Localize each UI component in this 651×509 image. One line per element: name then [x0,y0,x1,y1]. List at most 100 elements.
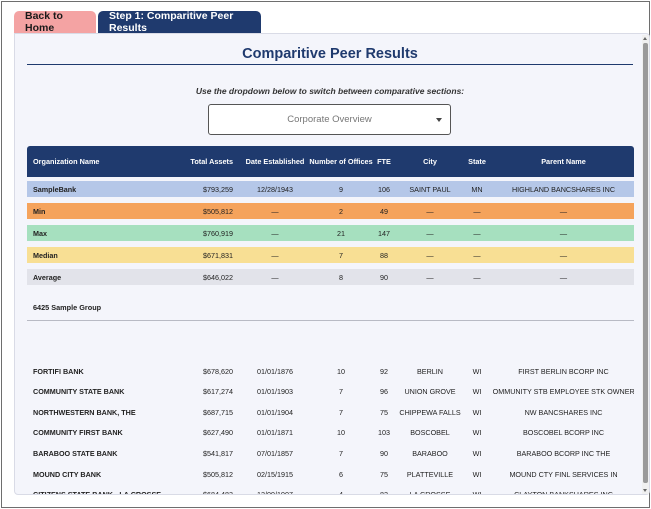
cell-city: — [426,272,434,282]
peer-group-label: 6425 Sample Group [33,303,102,312]
cell-city: — [426,250,434,260]
cell-number-of-offices: 6 [339,469,343,479]
cell-number-of-offices: 7 [339,250,343,260]
cell-parent-name: HIGHLAND BANCSHARES INC [511,184,616,194]
table-row[interactable]: BARABOO STATE BANK $541,817 07/01/1857 7 90 B… [27,446,634,460]
cell-number-of-offices: 10 [337,428,345,438]
cell-date-established: 01/01/1904 [257,407,293,417]
cell-number-of-offices: 21 [337,228,345,238]
vertical-scrollbar[interactable] [642,35,649,494]
table-row[interactable]: CITIZENS STATE BANK - LA CROSSE $684,483 1… [27,488,634,495]
cell-city: BERLIN [417,366,443,376]
cell-date-established: 12/09/1907 [257,490,293,495]
cell-city: BOSCOBEL [410,428,450,438]
scrollbar-thumb[interactable] [643,43,648,483]
cell-state: WI [472,448,482,458]
page-title: Comparitive Peer Results [242,46,418,62]
group-divider [27,320,634,321]
cell-number-of-offices: 7 [339,448,343,458]
cell-fte: 88 [380,250,388,260]
cell-parent-name: FIRST BERLIN BCORP INC [518,366,609,376]
cell-date-established: 07/01/1857 [257,448,293,458]
table-row[interactable]: NORTHWESTERN BANK, THE $687,715 01/01/1904… [27,405,634,419]
cell-parent-name: NW BANCSHARES INC [524,407,603,417]
cell-total-assets: $678,620 [203,366,233,376]
summary-row-median[interactable]: Median $671,831 — 7 88 — — — [27,247,634,263]
cell-fte: 49 [380,206,388,216]
cell-fte: 103 [378,428,390,438]
back-to-home-tab[interactable]: Back to Home [14,10,96,34]
results-panel: Comparitive Peer Results Use the dropdow… [14,33,650,495]
scroll-up-arrow-icon[interactable] [643,37,647,40]
cell-fte: 75 [380,469,388,479]
cell-parent-name: — [559,272,568,282]
cell-parent-name: CLAYTON BANKSHARES INC [514,490,613,495]
cell-date-established: — [271,272,279,282]
section-dropdown[interactable]: Corporate Overview [208,104,451,135]
table-row[interactable]: FORTIFI BANK $678,620 01/01/1876 10 92 BERLIN… [27,364,634,378]
cell-date-established: 01/01/1871 [257,428,293,438]
cell-date-established: 12/28/1943 [257,184,293,194]
cell-total-assets: $617,274 [203,387,233,397]
cell-organization-name: COMMUNITY FIRST BANK [33,428,123,438]
cell-fte: 96 [380,387,388,397]
cell-state: WI [472,490,482,495]
column-header-parent-name[interactable]: Parent Name [541,157,586,166]
cell-parent-name: — [559,250,568,260]
cell-total-assets: $646,022 [203,272,233,282]
cell-fte: 90 [380,272,388,282]
summary-row-samplebank[interactable]: SampleBank $793,259 12/28/1943 9 106 SAINT PA… [27,181,634,197]
cell-city: BARABOO [412,448,448,458]
cell-fte: 106 [378,184,390,194]
section-dropdown-value: Corporate Overview [287,114,372,125]
cell-organization-name: Min [33,206,46,216]
cell-city: CHIPPEWA FALLS [399,407,461,417]
cell-total-assets: $505,812 [203,206,233,216]
summary-row-max[interactable]: Max $760,919 — 21 147 — — — [27,225,634,241]
cell-city: PLATTEVILLE [406,469,454,479]
tab-comparative-peer-results[interactable]: Step 1: Comparitive Peer Results [98,10,261,34]
cell-organization-name: MOUND CITY BANK [33,469,102,479]
peer-table: Organization Name Total Assets Date Esta… [27,146,634,495]
scroll-down-arrow-icon[interactable] [643,489,647,492]
cell-state: — [473,206,481,216]
column-header-state[interactable]: State [468,157,486,166]
cell-city: — [426,228,434,238]
cell-date-established: 01/01/1876 [257,366,293,376]
cell-state: WI [472,366,482,376]
cell-state: WI [472,469,482,479]
summary-row-min[interactable]: Min $505,812 — 2 49 — — — [27,203,634,219]
table-row[interactable]: MOUND CITY BANK $505,812 02/15/1915 6 75 PLAT… [27,467,634,481]
cell-state: WI [472,387,482,397]
cell-organization-name: COMMUNITY STATE BANK [33,387,125,397]
cell-date-established: 02/15/1915 [257,469,293,479]
cell-total-assets: $687,715 [203,407,233,417]
cell-total-assets: $505,812 [203,469,233,479]
column-header-date-established[interactable]: Date Established [245,157,305,166]
cell-date-established: — [271,250,279,260]
cell-total-assets: $793,259 [203,184,233,194]
cell-state: MN [471,184,483,194]
cell-fte: 90 [380,448,388,458]
cell-organization-name: BARABOO STATE BANK [33,448,118,458]
column-header-fte[interactable]: FTE [377,157,391,166]
column-header-total-assets[interactable]: Total Assets [190,157,233,166]
cell-total-assets: $627,490 [203,428,233,438]
cell-fte: 82 [380,490,388,495]
cell-number-of-offices: 9 [339,184,343,194]
table-row[interactable]: COMMUNITY FIRST BANK $627,490 01/01/1871 10… [27,426,634,440]
title-divider [27,64,633,65]
cell-parent-name: — [559,228,568,238]
cell-organization-name: Median [33,250,58,260]
summary-row-average[interactable]: Average $646,022 — 8 90 — — — [27,269,634,285]
column-header-city[interactable]: City [423,157,437,166]
table-row[interactable]: COMMUNITY STATE BANK $617,274 01/01/1903 7 9… [27,385,634,399]
caret-down-icon [436,118,442,122]
column-header-organization-name[interactable]: Organization Name [33,157,100,166]
cell-total-assets: $684,483 [203,490,233,495]
cell-city: — [426,206,434,216]
column-header-number-of-offices[interactable]: Number of Offices [309,157,373,166]
cell-city: LA CROSSE [409,490,451,495]
cell-state: — [473,250,481,260]
